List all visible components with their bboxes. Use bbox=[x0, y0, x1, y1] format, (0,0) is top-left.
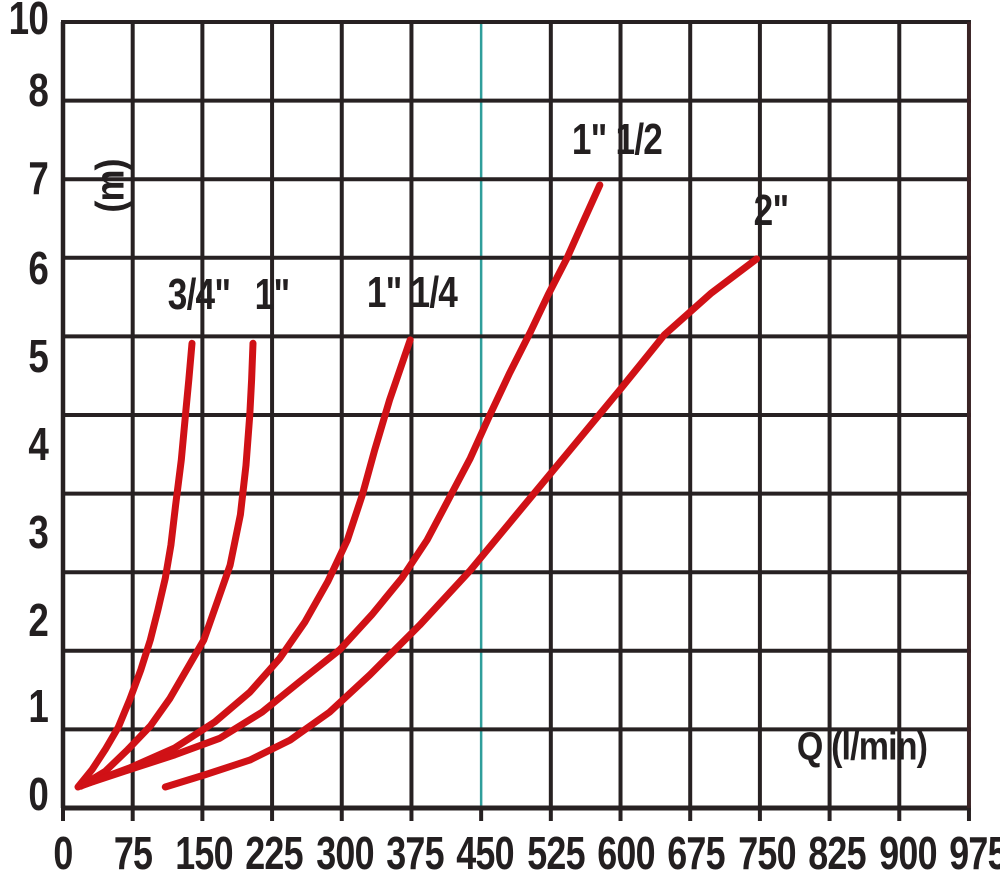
curve-3-4- bbox=[74, 339, 196, 791]
x-tick-label-375: 375 bbox=[386, 827, 444, 875]
curve-1- bbox=[77, 339, 257, 790]
x-tick-label-675: 675 bbox=[667, 827, 726, 875]
y-axis-title: (m) bbox=[88, 159, 133, 213]
x-tick-label-75: 75 bbox=[114, 827, 153, 875]
curve-label-3-4-: 3/4" bbox=[167, 270, 231, 319]
x-tick-label-0: 0 bbox=[53, 827, 73, 875]
curve-label-1-: 1" bbox=[254, 270, 290, 319]
x-tick-label-825: 825 bbox=[808, 827, 866, 875]
x-tick-label-450: 450 bbox=[456, 827, 515, 875]
curve-label-1-1-4: 1" 1/4 bbox=[366, 268, 458, 317]
x-tick-label-750: 750 bbox=[738, 827, 796, 875]
x-tick-label-975: 975 bbox=[949, 827, 1000, 875]
x-tick-label-900: 900 bbox=[878, 827, 937, 875]
x-tick-label-600: 600 bbox=[597, 827, 655, 875]
y-tick-label-3: 3 bbox=[28, 506, 48, 558]
y-tick-label-4: 4 bbox=[28, 418, 48, 470]
y-tick-label-0: 0 bbox=[28, 768, 48, 820]
x-tick-label-525: 525 bbox=[526, 827, 585, 875]
y-tick-label-2: 2 bbox=[28, 594, 48, 646]
y-tick-label-8: 8 bbox=[28, 64, 48, 116]
curve-label-1-1-2: 1" 1/2 bbox=[571, 115, 663, 164]
x-axis-title: Q (l/min) bbox=[796, 724, 928, 769]
x-tick-label-300: 300 bbox=[315, 827, 374, 875]
x-tick-label-225: 225 bbox=[245, 827, 303, 875]
curve-label-2-: 2" bbox=[753, 186, 789, 235]
x-tick-label-150: 150 bbox=[174, 827, 233, 875]
curve-1-1-4 bbox=[79, 336, 414, 789]
curve-1-1-2 bbox=[81, 181, 604, 788]
y-tick-label-6: 6 bbox=[28, 242, 48, 294]
y-tick-label-10: 10 bbox=[8, 0, 49, 44]
y-tick-label-1: 1 bbox=[28, 680, 48, 732]
y-tick-label-7: 7 bbox=[28, 152, 48, 204]
curve-2- bbox=[161, 255, 761, 791]
y-tick-label-5: 5 bbox=[28, 330, 48, 382]
